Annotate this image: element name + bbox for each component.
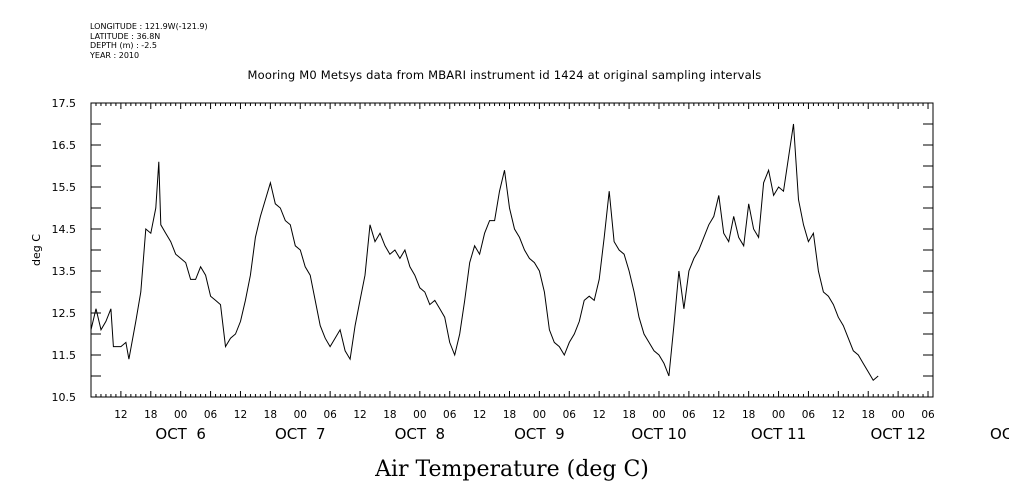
x-hour-label: 06 — [802, 409, 816, 421]
x-day-label: OCT 13 — [990, 425, 1009, 443]
x-hour-label: 12 — [234, 409, 247, 421]
x-hour-label: 12 — [473, 409, 486, 421]
x-day-label: OCT 10 — [631, 425, 686, 443]
x-hour-label: 12 — [712, 409, 725, 421]
y-tick-label: 16.5 — [52, 139, 77, 152]
x-hour-label: 12 — [114, 409, 127, 421]
x-hour-label: 06 — [563, 409, 577, 421]
x-day-label: OCT 8 — [395, 425, 446, 443]
x-hour-label: 12 — [353, 409, 366, 421]
metadata-block: LONGITUDE : 121.9W(-121.9) LATITUDE : 36… — [90, 22, 208, 60]
x-day-label: OCT 12 — [870, 425, 925, 443]
x-hour-label: 00 — [294, 409, 307, 421]
x-hour-label: 00 — [174, 409, 187, 421]
x-hour-label: 18 — [144, 409, 157, 421]
x-hour-label: 00 — [413, 409, 426, 421]
x-hour-label: 00 — [652, 409, 665, 421]
y-tick-label: 10.5 — [52, 391, 77, 404]
air-temperature-line — [90, 123, 879, 381]
x-hour-label: 06 — [204, 409, 218, 421]
year-text: YEAR : 2010 — [90, 50, 140, 60]
x-hour-label: 06 — [323, 409, 337, 421]
x-hour-label: 18 — [622, 409, 635, 421]
x-hour-label: 00 — [772, 409, 785, 421]
x-hour-label: 18 — [742, 409, 755, 421]
x-hour-label: 18 — [503, 409, 516, 421]
x-hour-label: 06 — [682, 409, 696, 421]
x-hour-label: 12 — [832, 409, 845, 421]
y-tick-label: 17.5 — [52, 97, 77, 110]
y-axis-label: deg C — [30, 234, 43, 266]
x-day-label: OCT 7 — [275, 425, 326, 443]
y-tick-label: 14.5 — [52, 223, 77, 236]
longitude-text: LONGITUDE : 121.9W(-121.9) — [90, 22, 208, 31]
plot-frame — [90, 102, 934, 398]
latitude-text: LATITUDE : 36.8N — [90, 31, 161, 41]
chart-title: Mooring M0 Metsys data from MBARI instru… — [247, 68, 762, 82]
depth-text: DEPTH (m) : -2.5 — [90, 41, 157, 50]
x-hour-label: 18 — [383, 409, 396, 421]
x-hour-label: 18 — [264, 409, 277, 421]
x-day-label: OCT 6 — [155, 425, 206, 443]
y-tick-label: 13.5 — [52, 265, 77, 278]
x-day-label: OCT 11 — [751, 425, 806, 443]
y-tick-label: 12.5 — [52, 307, 77, 320]
y-axis: 10.5 11.5 12.5 13.5 14.5 15.5 16.5 17.5 — [52, 97, 933, 404]
x-hour-label: 18 — [862, 409, 875, 421]
y-tick-label: 11.5 — [52, 349, 77, 362]
y-tick-label: 15.5 — [52, 181, 77, 194]
x-day-label: OCT 9 — [514, 425, 565, 443]
x-hour-label: 00 — [533, 409, 546, 421]
x-hour-label: 06 — [443, 409, 457, 421]
x-hour-label: 06 — [921, 409, 935, 421]
x-axis: 12 18 00 06 12 18 00 06 12 18 00 06 12 18 00 06 12 18 00 06… — [90, 103, 1009, 443]
x-hour-label: 00 — [891, 409, 904, 421]
x-axis-label: Air Temperature (deg C) — [374, 457, 649, 482]
x-hour-label: 12 — [593, 409, 606, 421]
